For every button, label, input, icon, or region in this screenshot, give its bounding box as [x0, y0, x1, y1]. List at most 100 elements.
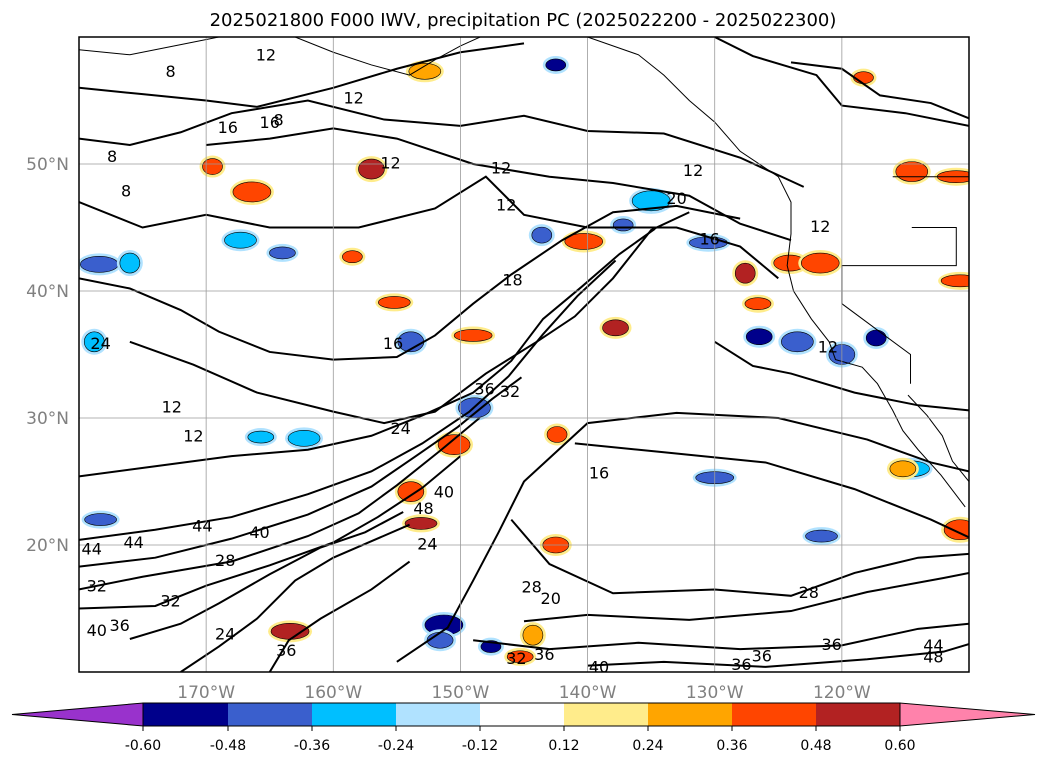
lon-tick-label: 160°W: [304, 683, 362, 703]
iwv-contour-line: [510, 518, 969, 597]
iwv-contour-line: [79, 204, 741, 361]
contour-label: 20: [666, 189, 686, 208]
precip-patch: [287, 430, 321, 447]
contour-label: 24: [390, 419, 410, 438]
lon-tick-label: 170°W: [177, 683, 235, 703]
precip-patch: [83, 331, 105, 353]
colorbar-tick-label: 0.60: [884, 738, 915, 754]
contour-label: 36: [276, 641, 296, 660]
iwv-contour-line: [714, 37, 969, 127]
contour-label: 40: [249, 523, 269, 542]
lat-tick-labels: 50°N 40°N 30°N 20°N: [26, 155, 69, 556]
precip-patch: [781, 331, 814, 353]
contour-label: 28: [215, 551, 235, 570]
precip-patch: [546, 426, 568, 443]
precip-patch: [506, 650, 534, 664]
contour-label: 44: [923, 636, 943, 655]
colorbar-tick-label: 0.48: [800, 738, 831, 754]
precip-patch: [224, 231, 257, 249]
contour-label: 28: [521, 578, 541, 597]
contour-label: 18: [502, 270, 522, 289]
lon-tick-labels: 170°W 160°W 150°W 140°W 130°W 120°W: [177, 683, 871, 703]
iwv-contour-line: [79, 376, 523, 568]
precip-patch: [404, 517, 438, 530]
gridlines: [79, 37, 969, 672]
contour-label: 12: [343, 89, 363, 108]
colorbar-segment: [564, 703, 648, 726]
colorbar-extend-high: [899, 702, 1036, 727]
contour-label: 24: [90, 334, 110, 353]
contour-label: 12: [162, 397, 182, 416]
contour-label: 28: [799, 583, 819, 602]
colorbar-segment: [228, 703, 312, 726]
contour-label: 32: [500, 382, 520, 401]
precip-patch: [943, 519, 969, 541]
precip-patch: [247, 430, 275, 444]
lon-tick-label: 150°W: [432, 683, 490, 703]
lat-tick-label: 30°N: [26, 409, 69, 429]
colorbar-tick-label: -0.36: [294, 738, 330, 754]
iwv-contour-line: [574, 442, 969, 539]
precipitation-layer: [79, 55, 969, 666]
precip-patch: [342, 250, 363, 264]
contour-label: 24: [215, 625, 235, 644]
iwv-contour-line: [268, 560, 411, 672]
colorbar-segment: [480, 703, 564, 726]
chart-title: 2025021800 F000 IWV, precipitation PC (2…: [210, 10, 837, 31]
precip-patch: [889, 460, 917, 478]
contour-label: 40: [434, 482, 454, 501]
contour-label: 12: [491, 159, 511, 178]
coastline: [907, 394, 969, 483]
colorbar-segment: [396, 703, 480, 726]
contour-label: 40: [589, 658, 609, 677]
colorbar-segment: [816, 703, 900, 726]
precip-patch: [269, 246, 296, 260]
contour-label: 12: [380, 154, 400, 173]
precip-patch: [545, 58, 567, 72]
lat-tick-label: 50°N: [26, 155, 69, 175]
map-frame: [78, 36, 970, 673]
colorbar-extend-low: [11, 702, 144, 727]
colorbar-tick-label: -0.12: [462, 738, 498, 754]
colorbar-tick-label: -0.60: [125, 738, 161, 754]
colorbar-tick-label: 0.24: [632, 738, 663, 754]
precip-patch: [602, 319, 629, 337]
precip-patch: [378, 296, 411, 309]
iwv-contour-line: [714, 340, 969, 412]
colorbar: -0.60 -0.48 -0.36 -0.24 -0.12 0.12 0.24 0.36 0.4…: [11, 702, 1036, 754]
contour-label: 12: [810, 217, 830, 236]
precip-patch: [612, 218, 634, 232]
contour-label: 48: [923, 648, 943, 667]
contour-label: 44: [82, 540, 102, 559]
colorbar-tick-label: -0.24: [378, 738, 414, 754]
iwv-contour-line: [79, 42, 525, 108]
precip-patch: [734, 262, 756, 284]
coastline: [841, 227, 957, 384]
precip-patch: [631, 190, 671, 212]
iwv-contour-line: [473, 622, 969, 651]
iwv-contour-line: [587, 643, 969, 668]
contour-label: 12: [496, 195, 516, 214]
precip-patch: [84, 513, 117, 526]
precip-patch: [202, 158, 223, 175]
precip-patch: [397, 481, 425, 502]
colorbar-tick-label: -0.48: [210, 738, 246, 754]
contour-label: 36: [752, 646, 772, 665]
precip-patch: [453, 329, 493, 342]
iwv-contour-line: [79, 455, 462, 610]
precip-patch: [80, 256, 119, 273]
precip-patch: [531, 226, 553, 244]
precip-patch: [865, 329, 887, 347]
contour-label: 8: [165, 62, 175, 81]
contour-label: 8: [107, 147, 117, 166]
colorbar-tick-label: 0.36: [716, 738, 747, 754]
precip-patch: [853, 71, 874, 84]
precip-patch: [437, 434, 471, 455]
contour-label: 8: [274, 110, 284, 129]
contour-label: 20: [541, 589, 561, 608]
lat-tick-label: 20°N: [26, 536, 69, 556]
contour-label: 12: [818, 338, 838, 357]
precip-patch: [426, 631, 454, 649]
colorbar-frame: [142, 702, 901, 727]
